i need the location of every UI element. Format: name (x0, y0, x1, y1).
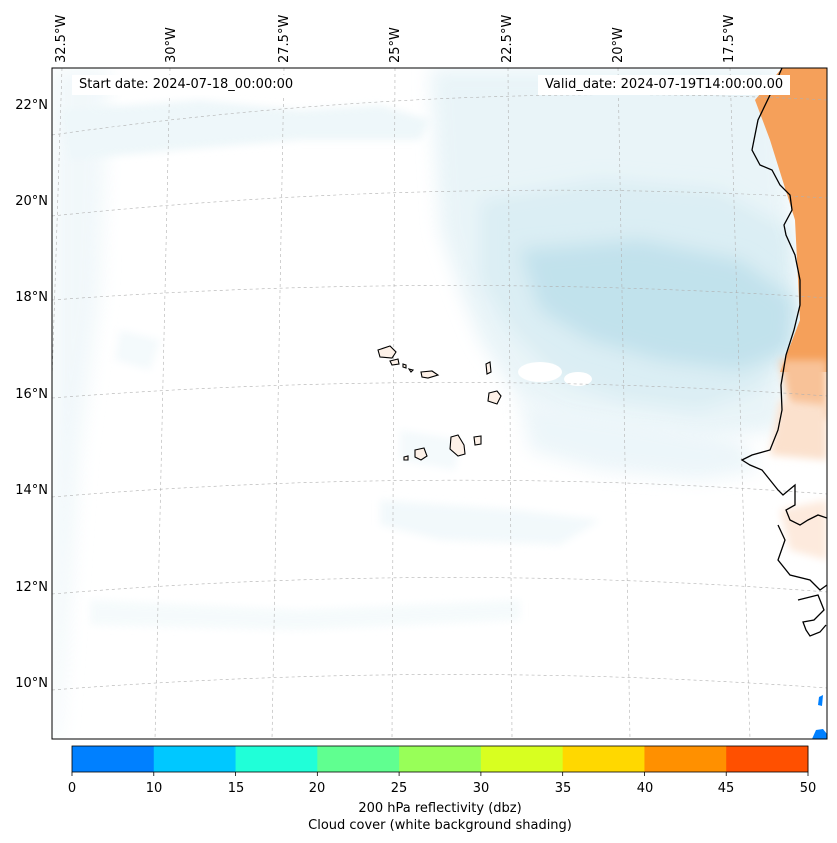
colorbar-segment (153, 746, 237, 772)
lon-label: 22.5°W (500, 14, 515, 63)
reflectivity-spot (812, 729, 827, 739)
valid-date-label: Valid_date: 2024-07-19T14:00:00.00 (538, 75, 791, 95)
colorbar-label: 200 hPa reflectivity (dbz) (358, 801, 522, 816)
colorbar (71, 746, 809, 776)
cape-verde-islands (377, 345, 502, 461)
lat-label: 20°N (15, 194, 48, 209)
clear-patch (564, 372, 592, 386)
africa-coastline (740, 68, 827, 637)
colorbar-tick-label: 10 (145, 781, 163, 796)
cloud-cover-shading (52, 68, 795, 739)
map-area[interactable] (52, 68, 827, 739)
colorbar-tick-label: 35 (554, 781, 572, 796)
lon-label: 25°W (388, 27, 403, 63)
lon-label: 27.5°W (277, 14, 292, 63)
colorbar-tick-label: 30 (472, 781, 490, 796)
colorbar-segment (317, 746, 400, 772)
lat-label: 14°N (15, 483, 48, 498)
lat-label: 10°N (15, 676, 48, 691)
lat-label: 16°N (15, 387, 48, 402)
colorbar-tick-label: 25 (390, 781, 408, 796)
colorbar-tick-label: 40 (636, 781, 654, 796)
colorbar-tick-label: 50 (799, 781, 817, 796)
colorbar-sublabel: Cloud cover (white background shading) (308, 818, 572, 833)
map-frame (51, 67, 828, 740)
clear-patch (518, 362, 562, 382)
colorbar-segment (562, 746, 645, 772)
colorbar-segment (644, 746, 727, 772)
colorbar-tick-label: 0 (67, 781, 77, 796)
colorbar-segment (72, 746, 155, 772)
colorbar-segment (235, 746, 318, 772)
start-date-label: Start date: 2024-07-18_00:00:00 (72, 75, 301, 95)
lat-label: 12°N (15, 580, 48, 595)
colorbar-tick-label: 15 (227, 781, 245, 796)
lon-label: 17.5°W (722, 14, 737, 63)
colorbar-segment (399, 746, 482, 772)
reflectivity-spot (818, 695, 823, 706)
lon-label: 30°W (164, 27, 179, 63)
graticule (52, 68, 827, 739)
lat-label: 22°N (15, 98, 48, 113)
colorbar-tick-label: 20 (308, 781, 326, 796)
lat-label: 18°N (15, 290, 48, 305)
colorbar-tick-label: 45 (717, 781, 735, 796)
colorbar-frame (71, 745, 809, 773)
colorbar-segment (480, 746, 564, 772)
lon-label: 20°W (611, 27, 626, 63)
colorbar-segment (726, 746, 809, 772)
land-heat-shading (755, 68, 827, 560)
lon-label: 32.5°W (54, 14, 69, 63)
